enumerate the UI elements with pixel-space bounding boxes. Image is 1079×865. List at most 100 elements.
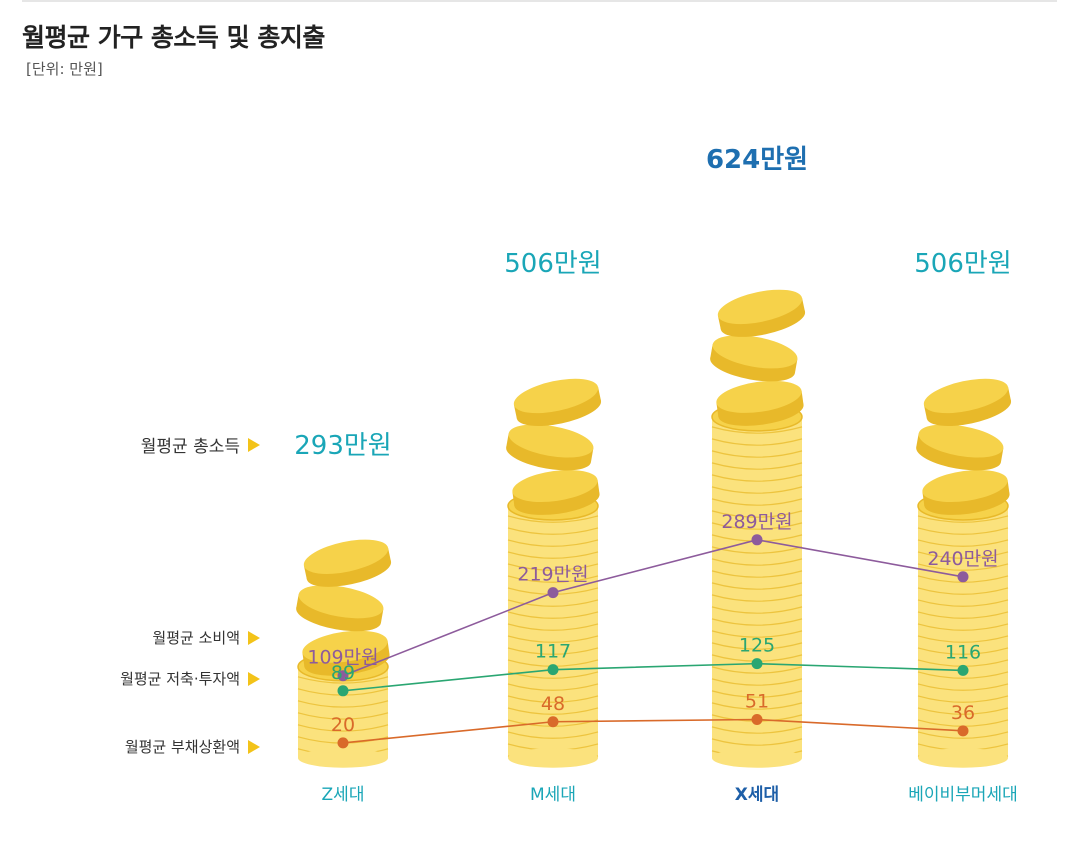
series-line-savings: [342, 662, 964, 692]
coin-rim: [711, 438, 803, 446]
coin-stack-body: [508, 505, 598, 758]
floating-coin-face: [512, 469, 598, 502]
legend-savings: 월평균 저축·투자액: [20, 668, 260, 689]
x-tick-label: Z세대: [322, 785, 365, 805]
floating-coin: [303, 539, 392, 587]
coin-rim: [507, 683, 599, 691]
coin-rim: [711, 426, 803, 434]
coin-rim: [507, 599, 599, 607]
coin-rim: [917, 551, 1009, 559]
data-point-savings: [957, 664, 969, 676]
floating-coin-face: [922, 469, 1008, 502]
legend-consumption: 월평균 소비액: [40, 627, 260, 648]
series-line-consumption: [342, 538, 964, 677]
data-label-consumption: 109만원: [307, 647, 378, 669]
data-point-consumption: [957, 571, 969, 583]
floating-coin: [513, 378, 602, 427]
coin-rim: [711, 666, 803, 674]
coin-rim: [711, 510, 803, 518]
data-label-consumption: 289만원: [721, 511, 792, 533]
coin-stack-bottom: [712, 748, 802, 768]
coin-stack-body: [712, 416, 802, 758]
legend-income-arrow-icon: [248, 437, 260, 452]
floating-coin: [922, 469, 1010, 515]
floating-coin: [506, 424, 594, 471]
floating-coin-face: [712, 335, 798, 369]
data-point-consumption: [337, 670, 349, 682]
coin-rim: [297, 712, 389, 720]
legend-savings-label: 월평균 저축·투자액: [120, 670, 240, 688]
coin-stack-body: [918, 505, 1008, 758]
coin-rim: [507, 575, 599, 583]
coin-rim: [917, 527, 1009, 535]
coin-rim: [711, 522, 803, 530]
coin-stack-2: [710, 289, 806, 768]
x-tick-label: X세대: [735, 785, 779, 805]
coin-rim: [711, 738, 803, 746]
coin-rim: [711, 606, 803, 614]
chart-title: 월평균 가구 총소득 및 총지출: [22, 23, 325, 52]
coin-rim: [711, 486, 803, 494]
unit-label: [단위: 만원]: [26, 60, 103, 78]
data-label-debt: 36: [951, 702, 975, 724]
coin-stack-3: [916, 378, 1012, 768]
coin-stack-1: [506, 378, 602, 768]
coin-stack-bottom: [298, 748, 388, 768]
coin-rim: [507, 527, 599, 535]
coin-rim: [507, 539, 599, 547]
coin-stack-bottom: [508, 748, 598, 768]
legend-income-label: 월평균 총소득: [140, 437, 240, 457]
data-label-consumption: 240만원: [927, 548, 998, 570]
data-label-consumption: 219만원: [517, 564, 588, 586]
data-point-debt: [547, 716, 559, 728]
coin-rim: [507, 731, 599, 739]
top-divider: [22, 0, 1057, 2]
coin-rim: [917, 587, 1009, 595]
coin-rim: [917, 539, 1009, 547]
data-point-debt: [957, 725, 969, 737]
series-line-debt: [342, 718, 964, 744]
coin-rim: [711, 630, 803, 638]
coin-rim: [507, 635, 599, 643]
data-label-savings: 89: [331, 662, 355, 684]
floating-coin-face: [513, 378, 599, 414]
coin-rim: [711, 594, 803, 602]
income-label: 624만원: [706, 145, 808, 175]
coin-rim: [917, 563, 1009, 571]
floating-coin: [710, 335, 798, 382]
floating-coin-face: [923, 378, 1009, 414]
coin-rim: [297, 700, 389, 708]
legend-savings-arrow-icon: [248, 671, 260, 686]
floating-coin-face: [302, 630, 388, 663]
coin-rim: [297, 676, 389, 684]
floating-coin-face: [716, 380, 802, 413]
coin-rim: [917, 671, 1009, 679]
coin-rim: [917, 695, 1009, 703]
coin-rim: [507, 695, 599, 703]
coin-rim: [917, 623, 1009, 631]
floating-coin-face: [717, 289, 803, 325]
floating-coin: [296, 585, 384, 632]
coin-rim: [711, 678, 803, 686]
income-label: 506만원: [914, 249, 1011, 279]
legend-debt: 월평균 부채상환액: [20, 736, 260, 757]
coin-rim: [711, 570, 803, 578]
floating-coin: [717, 289, 806, 337]
coin-rim: [917, 599, 1009, 607]
coin-rim: [917, 683, 1009, 691]
coin-rim: [711, 690, 803, 698]
x-tick-label: M세대: [530, 785, 576, 805]
floating-coin-face: [303, 539, 389, 574]
coin-rim: [711, 474, 803, 482]
coin-rim: [917, 635, 1009, 643]
coin-rim: [711, 582, 803, 590]
legend-debt-label: 월평균 부채상환액: [124, 738, 240, 756]
floating-coin: [716, 380, 804, 426]
coin-rim: [507, 563, 599, 571]
coin-rim: [507, 647, 599, 655]
coin-rim: [917, 647, 1009, 655]
data-point-consumption: [547, 587, 559, 599]
data-label-debt: 48: [541, 693, 565, 715]
coin-rim: [507, 611, 599, 619]
legend-consumption-arrow-icon: [248, 630, 260, 645]
